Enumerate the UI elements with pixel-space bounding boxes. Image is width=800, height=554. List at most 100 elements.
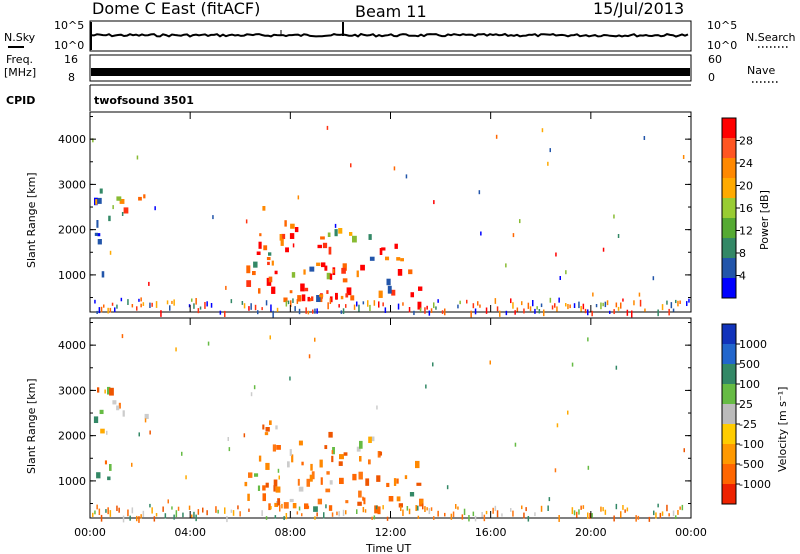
echo-cell [368, 234, 372, 240]
ground-scatter-cell [477, 301, 479, 306]
ground-scatter-cell [301, 513, 303, 517]
ground-scatter-cell [188, 304, 191, 308]
echo-cell [332, 447, 335, 455]
colorbar-tick-label: 12 [739, 225, 753, 238]
ground-scatter-cell [604, 509, 607, 515]
sparse-echo-cell [425, 384, 427, 389]
power-data-layer [92, 125, 690, 318]
ground-scatter-cell [437, 510, 439, 517]
sparse-echo-cell [587, 465, 590, 470]
echo-cell [326, 272, 331, 280]
echo-cell [263, 245, 268, 251]
echo-cell [96, 472, 101, 479]
ground-scatter-cell [540, 505, 543, 512]
ground-scatter-cell [461, 514, 464, 520]
ground-scatter-cell [171, 300, 173, 304]
ground-scatter-cell [274, 515, 277, 519]
ground-scatter-cell [499, 310, 501, 317]
ground-scatter-cell [195, 298, 197, 305]
ground-scatter-cell [270, 304, 272, 312]
sparse-echo-cell [683, 448, 685, 453]
sparse-echo-cell [495, 134, 498, 139]
ground-scatter-cell [298, 506, 301, 511]
ground-scatter-cell [606, 300, 609, 306]
echo-cell [322, 242, 328, 249]
ground-scatter-cell [681, 504, 684, 511]
ground-scatter-cell [468, 515, 470, 522]
ground-scatter-cell [309, 297, 312, 302]
ground-scatter-cell [417, 515, 420, 519]
ground-scatter-cell [92, 512, 94, 517]
ground-scatter-cell [534, 512, 536, 517]
ground-scatter-cell [94, 510, 96, 515]
ground-scatter-cell [666, 504, 668, 512]
ground-scatter-cell [373, 300, 376, 306]
echo-cell [262, 206, 266, 211]
sparse-echo-cell [559, 276, 561, 280]
power-colorbar-label: Power [dB] [758, 190, 771, 250]
ground-scatter-cell [554, 303, 556, 308]
sparse-echo-cell [185, 475, 187, 480]
ground-scatter-cell [358, 304, 360, 312]
echo-cell [281, 233, 286, 240]
echo-cell [386, 278, 391, 286]
ground-scatter-cell [485, 510, 488, 515]
ground-scatter-cell [402, 302, 404, 306]
ground-scatter-cell [151, 507, 153, 514]
ground-scatter-cell [136, 306, 138, 311]
ground-scatter-cell [582, 303, 585, 310]
ground-scatter-cell [364, 509, 367, 513]
echo-cell [108, 215, 111, 222]
echo-cell [99, 409, 104, 415]
ground-scatter-cell [452, 511, 455, 518]
ground-scatter-cell [305, 307, 307, 314]
echo-cell [340, 295, 344, 300]
echo-cell [97, 233, 101, 237]
echo-cell [123, 207, 129, 214]
echo-cell [116, 405, 120, 411]
nsky-label: N.Sky [4, 31, 36, 44]
x-tick-label: 20:00 [575, 526, 607, 539]
echo-cell [338, 461, 343, 466]
echo-cell [268, 252, 272, 256]
ground-scatter-cell [136, 515, 138, 522]
echo-cell [265, 427, 270, 432]
echo-cell [273, 479, 278, 487]
ground-scatter-cell [512, 302, 514, 309]
ground-scatter-cell [435, 306, 437, 310]
ground-scatter-cell [615, 302, 618, 308]
ground-scatter-cell [622, 298, 624, 302]
echo-cell [94, 232, 98, 236]
ground-scatter-cell [672, 308, 675, 312]
echo-cell [410, 292, 415, 298]
ground-scatter-cell [105, 509, 107, 513]
ground-scatter-cell [400, 506, 402, 512]
ground-scatter-cell [622, 505, 624, 510]
ground-scatter-cell [382, 302, 384, 307]
ground-scatter-cell [521, 301, 523, 306]
ground-scatter-cell [173, 299, 175, 306]
ground-scatter-cell [367, 300, 369, 307]
echo-cell [328, 505, 333, 511]
echo-cell [319, 459, 323, 468]
echo-cell [252, 271, 256, 276]
ground-scatter-cell [648, 516, 651, 522]
ground-scatter-cell [516, 307, 519, 312]
ground-scatter-cell [164, 513, 167, 519]
ground-scatter-cell [362, 301, 365, 305]
echo-cell [257, 485, 261, 491]
ground-scatter-cell [338, 511, 340, 517]
echo-cell [356, 270, 359, 278]
ground-scatter-cell [292, 298, 294, 304]
ground-scatter-cell [342, 509, 345, 517]
sparse-echo-cell [140, 297, 142, 302]
freq-tick-bottom: 8 [68, 71, 75, 84]
sparse-echo-cell [92, 138, 94, 143]
sparse-echo-cell [512, 233, 515, 238]
ground-scatter-cell [529, 306, 532, 312]
echo-cell [258, 288, 261, 294]
echo-cell [393, 478, 397, 486]
echo-cell [416, 482, 422, 486]
echo-cell [359, 440, 363, 449]
ground-scatter-cell [215, 506, 217, 513]
